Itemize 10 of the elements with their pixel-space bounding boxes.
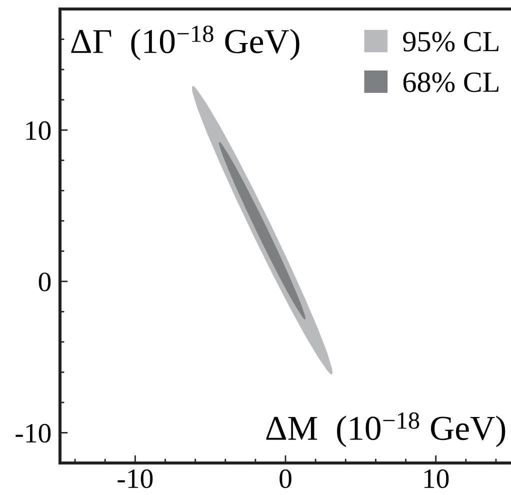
x-tick-label: 0 — [280, 469, 292, 488]
y-tick-label: 10 — [26, 121, 51, 140]
legend-label: 95% CL — [403, 32, 498, 52]
x-tick-label: 10 — [424, 469, 449, 488]
y-tick-label: -10 — [16, 424, 51, 443]
legend-label: 68% CL — [403, 72, 498, 92]
x-tick-label: -10 — [118, 469, 153, 488]
x-axis-title: ΔM (10$^{−18}$ GeV) — [266, 412, 506, 448]
y-tick-label: 0 — [38, 272, 51, 292]
y-axis-title: ΔΓ (10$^{−18}$ GeV) — [71, 26, 300, 60]
